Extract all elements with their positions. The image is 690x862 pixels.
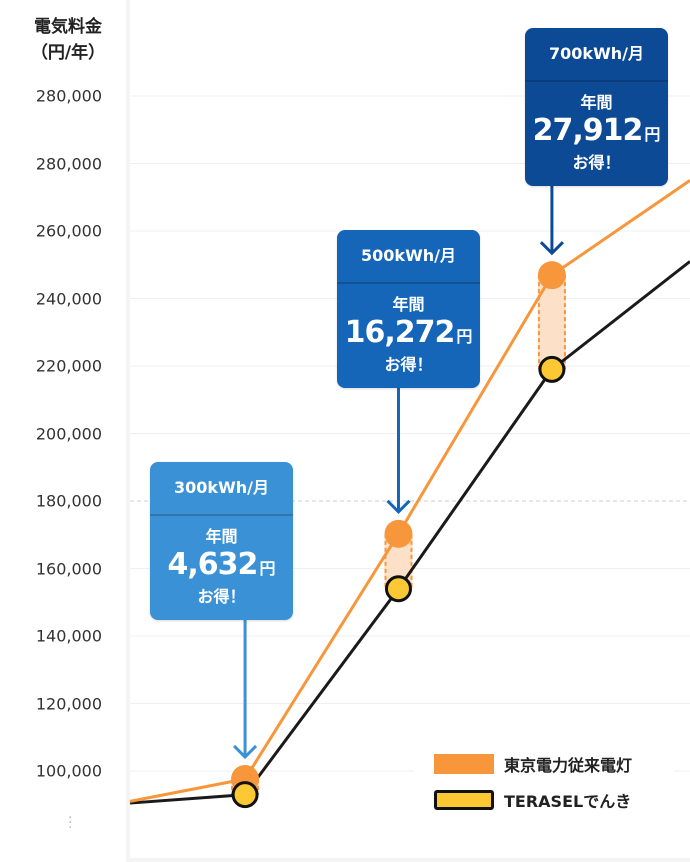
callout-amount: 4,632 円 xyxy=(167,547,276,582)
y-tick-label: 140,000 xyxy=(35,626,102,646)
y-tick-label: 260,000 xyxy=(35,221,102,241)
savings-callout: 300kWh/月年間 4,632 円お得！ xyxy=(150,462,293,620)
legend-item-tepco: 東京電力従来電灯 xyxy=(434,752,632,776)
data-point-tepco xyxy=(537,261,566,290)
callout-arrow-head xyxy=(233,744,258,760)
callout-usage: 300kWh/月 xyxy=(150,462,293,516)
callout-suffix: お得！ xyxy=(384,355,433,374)
legend-label-tepco: 東京電力従来電灯 xyxy=(504,756,633,775)
axis-break-icon: · · · xyxy=(68,810,73,836)
y-axis-panel: 電気料金 （円/年） 280,000 280,000 260,000 240,000 2… xyxy=(0,0,126,862)
callout-amount: 16,272 円 xyxy=(344,315,473,350)
data-point-terasel xyxy=(538,355,566,383)
data-point-terasel xyxy=(384,575,412,603)
savings-callout: 500kWh/月年間 16,272 円お得！ xyxy=(337,230,480,388)
y-tick-label: 280,000 xyxy=(35,154,102,173)
y-tick-label: 100,000 xyxy=(35,761,102,781)
callout-usage: 500kWh/月 xyxy=(337,230,480,284)
callout-suffix: お得！ xyxy=(572,153,621,172)
callout-suffix: お得！ xyxy=(197,587,246,606)
y-tick-label: 180,000 xyxy=(35,491,102,511)
legend: 東京電力従来電灯 TERASELでんき xyxy=(414,740,674,840)
callout-label: 年間 xyxy=(205,527,238,546)
y-tick-label: 240,000 xyxy=(35,289,102,308)
legend-swatch-terasel xyxy=(434,790,494,810)
y-tick-label: 280,000 xyxy=(35,86,102,106)
legend-label-terasel: TERASELでんき xyxy=(504,792,632,811)
data-point-terasel xyxy=(231,781,259,809)
data-point-tepco xyxy=(384,519,413,548)
y-tick-label: 120,000 xyxy=(35,694,102,713)
callout-amount: 27,912 円 xyxy=(532,113,661,148)
y-tick-label: 200,000 xyxy=(35,424,102,443)
callout-arrow-head xyxy=(386,499,411,514)
savings-callout: 700kWh/月年間 27,912 円お得！ xyxy=(525,28,668,186)
callout-label: 年間 xyxy=(580,93,613,112)
callout-label: 年間 xyxy=(392,295,425,314)
callout-arrow-head xyxy=(539,241,564,256)
y-tick-label: 220,000 xyxy=(35,356,102,376)
legend-swatch-tepco xyxy=(434,754,494,774)
y-axis-label-line2: （円/年） xyxy=(30,43,106,63)
callout-usage: 700kWh/月 xyxy=(525,28,668,82)
legend-item-terasel: TERASELでんき xyxy=(434,788,631,812)
y-tick-label: 160,000 xyxy=(35,559,102,578)
y-axis-label-line1: 電気料金 xyxy=(34,17,102,37)
y-axis-label: 電気料金 （円/年） xyxy=(20,14,116,66)
